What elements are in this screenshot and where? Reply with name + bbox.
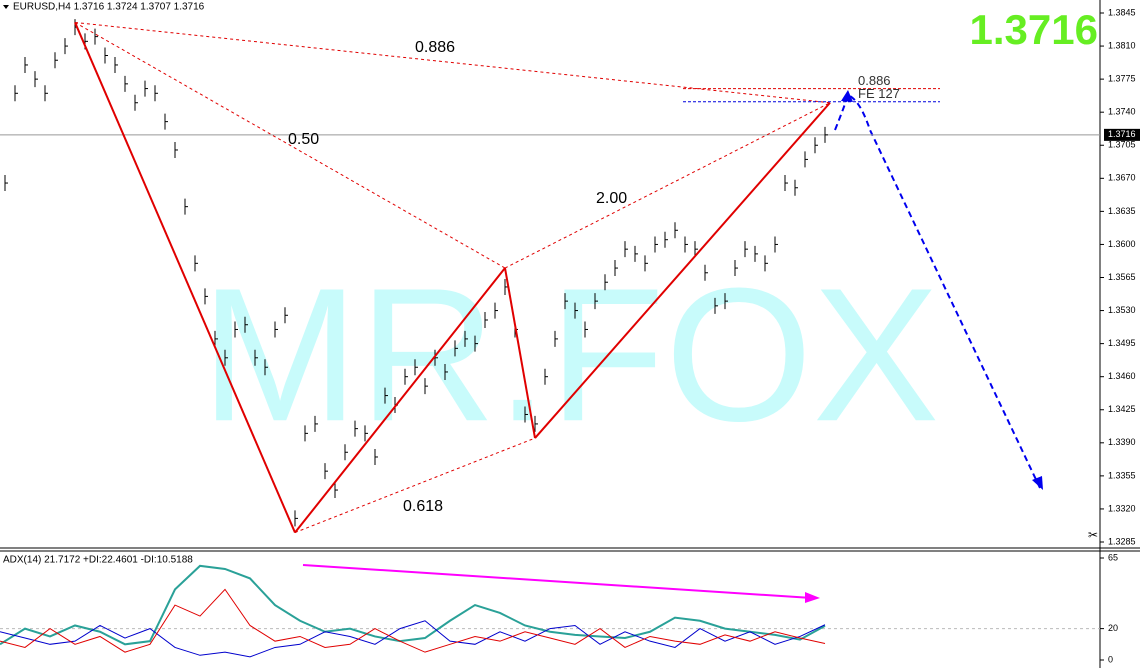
current-price-label: 1.3716 — [1108, 129, 1136, 139]
y-tick-label: 1.3495 — [1108, 338, 1136, 348]
y-tick-label: 1.3460 — [1108, 371, 1136, 381]
trend-arrow — [302, 564, 813, 599]
arrow-head — [841, 90, 853, 102]
y-tick-label: 1.3390 — [1108, 437, 1136, 447]
y-tick-label: 65 — [1108, 552, 1118, 562]
y-tick-label: 1.3530 — [1108, 305, 1136, 315]
big-price: 1.3716 — [970, 6, 1098, 53]
pattern-leg — [294, 267, 506, 534]
ratio-label: 2.00 — [596, 190, 627, 207]
y-tick-label: 1.3775 — [1108, 74, 1136, 84]
y-tick-label: 1.3635 — [1108, 206, 1136, 216]
y-tick-label: 1.3810 — [1108, 40, 1136, 50]
ratio-label: 0.886 — [415, 39, 455, 56]
indicator-line — [0, 620, 826, 658]
indicator-line — [0, 588, 826, 653]
pattern-ratio-line — [74, 21, 831, 104]
ratio-label: 0.50 — [288, 131, 319, 148]
y-tick-label: 1.3355 — [1108, 470, 1136, 480]
pattern-ratio-line — [504, 102, 831, 269]
pattern-leg — [534, 102, 831, 439]
projection-arrow — [834, 93, 1041, 489]
y-tick-label: 1.3285 — [1108, 536, 1136, 546]
cut-icon[interactable]: ✂ — [1088, 528, 1098, 542]
menu-arrow[interactable] — [3, 5, 9, 9]
pattern-ratio-line — [294, 437, 536, 534]
y-tick-label: 20 — [1108, 623, 1118, 633]
pattern-leg — [504, 267, 536, 439]
y-tick-label: 1.3705 — [1108, 140, 1136, 150]
watermark: MR.FOX — [201, 249, 940, 461]
level-label: FE 127 — [858, 86, 900, 101]
pattern-ratio-line — [74, 22, 506, 269]
pattern-leg — [74, 22, 296, 533]
y-tick-label: 1.3565 — [1108, 272, 1136, 282]
arrow-head — [805, 592, 820, 603]
ratio-label: 0.618 — [403, 498, 443, 515]
level-label: 0.886 — [858, 73, 891, 88]
y-tick-label: 1.3670 — [1108, 173, 1136, 183]
current-price-box — [1104, 128, 1140, 141]
indicator-label: ADX(14) 21.7172 +DI:22.4601 -DI:10.5188 — [3, 555, 193, 566]
y-tick-label: 1.3320 — [1108, 503, 1136, 513]
arrow-head — [1032, 476, 1043, 490]
y-tick-label: 1.3600 — [1108, 239, 1136, 249]
y-tick-label: 1.3740 — [1108, 107, 1136, 117]
y-tick-label: 0 — [1108, 654, 1113, 664]
symbol-info: EURUSD,H4 1.3716 1.3724 1.3707 1.3716 — [13, 2, 205, 13]
indicator-line — [0, 564, 826, 646]
y-tick-label: 1.3425 — [1108, 404, 1136, 414]
y-tick-label: 1.3845 — [1108, 7, 1136, 17]
